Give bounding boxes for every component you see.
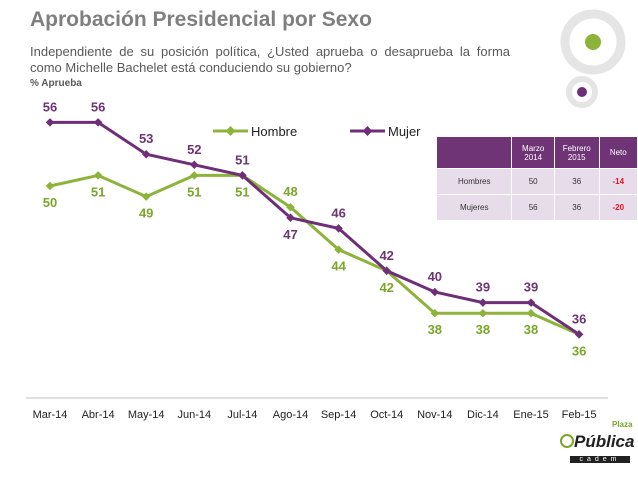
data-label-hombre-ene-15: 38 <box>524 322 538 337</box>
point-mujer-dic-14 <box>478 298 488 307</box>
x-tick-label: Ago-14 <box>273 409 308 421</box>
table-cell-marzo: 56 <box>511 194 555 221</box>
table-cell-febrero: 36 <box>553 168 600 195</box>
x-tick-label: Ene-15 <box>513 409 548 421</box>
table-row: Mujeres 56 36 -20 <box>435 194 638 221</box>
logo-domain-text: cadem <box>570 456 630 463</box>
table-row: Hombres 50 36 -14 <box>435 168 638 195</box>
legend-marker-hombre <box>225 126 236 136</box>
data-label-hombre-jul-14: 51 <box>235 184 249 199</box>
plaza-publica-logo: Plaza Pública cadem <box>560 420 635 474</box>
point-mujer-oct-14 <box>382 266 391 276</box>
point-hombre-abr-14 <box>93 171 103 180</box>
data-label-hombre-ago-14: 48 <box>283 184 297 199</box>
point-mujer-may-14 <box>141 149 151 159</box>
data-label-hombre-abr-14: 51 <box>91 184 105 199</box>
table-header-neto: Neto <box>598 136 638 169</box>
data-label-mujer-jul-14: 51 <box>235 152 249 167</box>
table-cell-febrero: 36 <box>553 194 600 221</box>
x-tick-label: Dic-14 <box>467 409 499 421</box>
data-label-mujer-may-14: 53 <box>139 131 153 146</box>
decorative-circles <box>560 9 626 108</box>
data-label-mujer-ago-14: 47 <box>283 227 297 242</box>
data-label-mujer-jun-14: 52 <box>187 142 201 157</box>
point-mujer-jun-14 <box>190 160 199 170</box>
table-cell-neto: -14 <box>598 168 638 195</box>
page-title: Aprobación Presidencial por Sexo <box>30 8 372 31</box>
data-label-hombre-sep-14: 44 <box>331 259 346 274</box>
decor-circle-small <box>566 76 598 108</box>
data-label-hombre-feb-15: 36 <box>572 343 586 358</box>
point-mujer-abr-14 <box>93 118 103 127</box>
point-hombre-nov-14 <box>430 308 440 318</box>
data-label-mujer-ene-15: 39 <box>524 280 538 295</box>
x-tick-label: Jul-14 <box>227 409 257 421</box>
page-subtitle: Independiente de su posición política, ¿… <box>30 44 510 75</box>
point-hombre-ago-14 <box>286 202 295 212</box>
legend-label-hombre: Hombre <box>251 124 297 139</box>
x-tick-label: Sep-14 <box>321 409 356 421</box>
data-label-hombre-oct-14: 42 <box>379 280 393 295</box>
x-tick-label: Oct-14 <box>370 409 403 421</box>
table-header-marzo: Marzo 2014 <box>511 136 555 169</box>
data-label-hombre-may-14: 49 <box>139 206 153 221</box>
series-line-hombre <box>49 173 580 336</box>
data-label-hombre-dic-14: 38 <box>476 322 490 337</box>
legend-marker-mujer <box>362 126 373 136</box>
data-label-mujer-abr-14: 56 <box>91 99 105 114</box>
legend-label-mujer: Mujer <box>388 124 421 139</box>
point-mujer-nov-14 <box>430 287 440 297</box>
point-hombre-dic-14 <box>478 308 488 318</box>
point-mujer-sep-14 <box>334 224 343 233</box>
data-label-mujer-feb-15: 36 <box>572 311 586 326</box>
point-hombre-may-14 <box>141 192 151 201</box>
decor-dot-purple <box>577 87 587 97</box>
table-header-febrero: Febrero 2015 <box>553 136 600 169</box>
point-hombre-ene-15 <box>526 308 536 318</box>
x-tick-label: Feb-15 <box>562 409 597 421</box>
x-tick-label: Nov-14 <box>417 409 452 421</box>
table-cell-label: Mujeres <box>435 194 513 221</box>
logo-plaza-text: Plaza <box>612 420 633 429</box>
x-tick-label: Jun-14 <box>177 409 211 421</box>
data-label-mujer-dic-14: 39 <box>476 280 490 295</box>
data-label-hombre-nov-14: 38 <box>428 322 442 337</box>
table-header-empty <box>435 136 513 169</box>
x-tick-label: May-14 <box>128 409 165 421</box>
data-label-mujer-oct-14: 42 <box>379 248 393 263</box>
decor-dot-green <box>585 34 601 50</box>
data-label-mujer-nov-14: 40 <box>428 269 442 284</box>
x-tick-label: Mar-14 <box>33 409 68 421</box>
point-mujer-jul-14 <box>238 171 247 180</box>
point-hombre-sep-14 <box>334 245 343 254</box>
logo-circle-icon <box>560 434 574 448</box>
data-label-mujer-mar-14: 56 <box>43 99 57 114</box>
logo-name-text: Pública <box>574 432 635 451</box>
table-cell-neto: -20 <box>598 194 638 221</box>
summary-table: Marzo 2014 Febrero 2015 Neto Hombres 50 … <box>435 136 638 221</box>
data-label-hombre-mar-14: 50 <box>43 195 57 210</box>
point-mujer-ago-14 <box>286 213 295 223</box>
point-hombre-jun-14 <box>190 171 199 180</box>
series-line-mujer <box>50 120 580 336</box>
data-label-mujer-sep-14: 46 <box>331 205 345 220</box>
table-cell-marzo: 50 <box>511 168 555 195</box>
unit-note: % Aprueba <box>30 78 82 89</box>
point-mujer-mar-14 <box>45 118 55 127</box>
decor-circle-large <box>560 9 626 75</box>
table-cell-label: Hombres <box>435 168 513 195</box>
data-label-hombre-jun-14: 51 <box>187 184 201 199</box>
point-hombre-mar-14 <box>45 181 55 191</box>
chart-legend: Hombre Mujer <box>213 124 421 139</box>
point-mujer-ene-15 <box>526 298 536 307</box>
point-mujer-feb-15 <box>574 330 584 339</box>
x-tick-label: Abr-14 <box>82 409 115 421</box>
table-header-row: Marzo 2014 Febrero 2015 Neto <box>435 136 638 169</box>
